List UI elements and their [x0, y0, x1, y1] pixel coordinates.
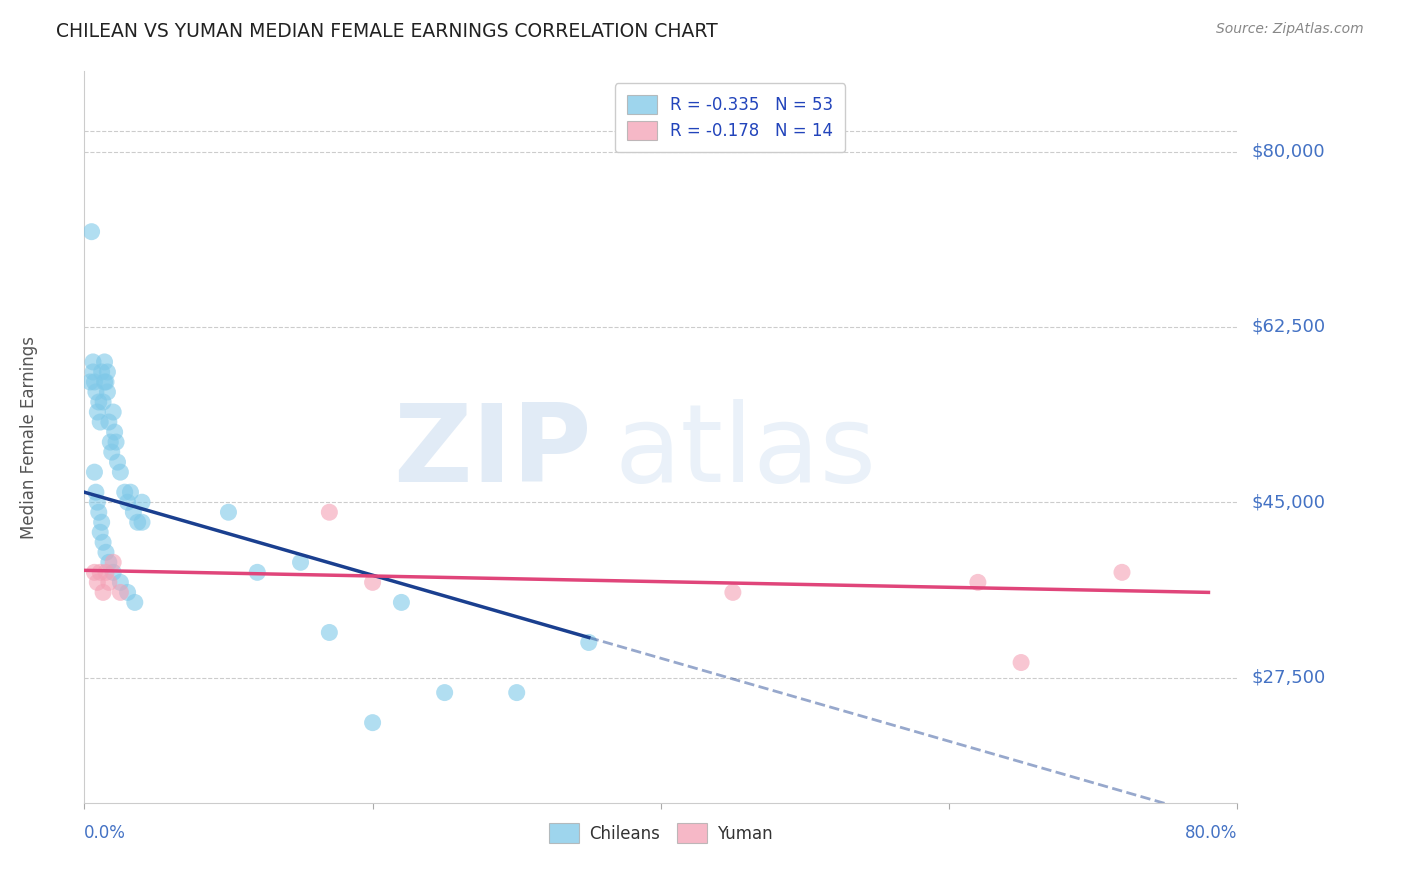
- Point: [318, 505, 340, 519]
- Point: [105, 435, 128, 450]
- Point: [117, 585, 139, 599]
- Point: [1111, 566, 1133, 580]
- Point: [124, 595, 146, 609]
- Point: [89, 415, 111, 429]
- Point: [110, 465, 132, 479]
- Point: [93, 355, 115, 369]
- Point: [117, 495, 139, 509]
- Text: 80.0%: 80.0%: [1185, 823, 1237, 841]
- Point: [86, 405, 108, 419]
- Point: [91, 535, 114, 549]
- Point: [84, 384, 107, 399]
- Point: [721, 585, 744, 599]
- Point: [96, 384, 118, 399]
- Point: [93, 375, 115, 389]
- Point: [94, 545, 117, 559]
- Legend: Chileans, Yuman: Chileans, Yuman: [543, 817, 779, 849]
- Point: [83, 375, 105, 389]
- Point: [290, 555, 312, 569]
- Point: [107, 455, 129, 469]
- Text: $45,000: $45,000: [1251, 493, 1326, 511]
- Text: $80,000: $80,000: [1251, 143, 1324, 161]
- Point: [103, 566, 124, 580]
- Point: [97, 575, 120, 590]
- Point: [103, 555, 124, 569]
- Text: ZIP: ZIP: [394, 399, 592, 505]
- Point: [120, 485, 142, 500]
- Point: [84, 485, 107, 500]
- Point: [94, 375, 117, 389]
- Text: 0.0%: 0.0%: [84, 823, 127, 841]
- Point: [97, 555, 120, 569]
- Point: [82, 355, 104, 369]
- Point: [91, 585, 114, 599]
- Point: [89, 525, 111, 540]
- Point: [79, 375, 101, 389]
- Point: [246, 566, 269, 580]
- Point: [578, 635, 600, 649]
- Point: [86, 495, 108, 509]
- Text: $27,500: $27,500: [1251, 668, 1326, 687]
- Point: [91, 395, 114, 409]
- Point: [131, 495, 153, 509]
- Point: [318, 625, 340, 640]
- Point: [82, 365, 104, 379]
- Point: [89, 566, 111, 580]
- Point: [506, 685, 529, 699]
- Point: [114, 485, 136, 500]
- Text: Source: ZipAtlas.com: Source: ZipAtlas.com: [1216, 22, 1364, 37]
- Point: [90, 515, 112, 529]
- Point: [80, 225, 103, 239]
- Point: [98, 435, 121, 450]
- Point: [83, 465, 105, 479]
- Point: [104, 425, 127, 439]
- Point: [110, 585, 132, 599]
- Text: CHILEAN VS YUMAN MEDIAN FEMALE EARNINGS CORRELATION CHART: CHILEAN VS YUMAN MEDIAN FEMALE EARNINGS …: [56, 22, 718, 41]
- Point: [103, 405, 124, 419]
- Point: [90, 365, 112, 379]
- Point: [131, 515, 153, 529]
- Point: [96, 365, 118, 379]
- Point: [127, 515, 149, 529]
- Point: [391, 595, 413, 609]
- Text: $62,500: $62,500: [1251, 318, 1326, 336]
- Point: [83, 566, 105, 580]
- Point: [361, 575, 384, 590]
- Text: Median Female Earnings: Median Female Earnings: [20, 335, 38, 539]
- Point: [218, 505, 240, 519]
- Point: [86, 575, 108, 590]
- Point: [433, 685, 456, 699]
- Point: [87, 395, 110, 409]
- Point: [1010, 656, 1032, 670]
- Point: [122, 505, 145, 519]
- Point: [94, 566, 117, 580]
- Point: [97, 415, 120, 429]
- Point: [361, 715, 384, 730]
- Point: [967, 575, 990, 590]
- Text: atlas: atlas: [614, 399, 877, 505]
- Point: [100, 445, 122, 459]
- Point: [87, 505, 110, 519]
- Point: [110, 575, 132, 590]
